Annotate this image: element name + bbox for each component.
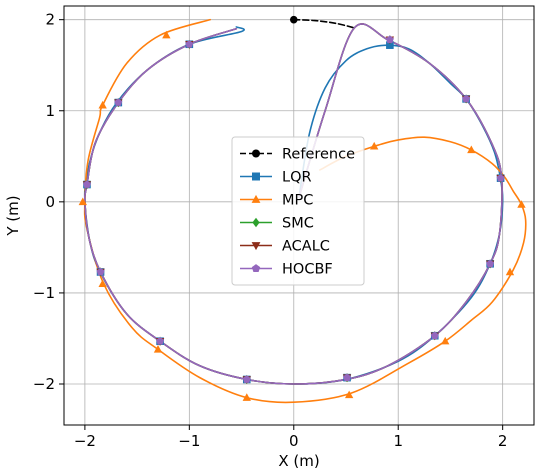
- triangle-marker: [467, 145, 476, 154]
- pentagon-marker: [185, 40, 194, 48]
- triangle-marker: [251, 194, 261, 203]
- y-tick-label: 2: [45, 11, 55, 29]
- pentagon-marker: [343, 373, 352, 382]
- pentagon-marker: [251, 264, 261, 273]
- y-tick-label: −1: [33, 284, 55, 302]
- y-tick-label: 1: [45, 102, 55, 120]
- legend: Reference LQR MPC SMC ACALC HOCBF: [231, 136, 365, 286]
- triangle-down-marker: [251, 242, 261, 251]
- plot-frame: [63, 5, 535, 426]
- series-line-hocbf: [84, 23, 503, 385]
- legend-label-hocbf: HOCBF: [282, 262, 333, 278]
- pentagon-marker: [462, 94, 471, 103]
- legend-label-lqr: LQR: [282, 170, 312, 186]
- diamond-marker: [252, 217, 260, 228]
- pentagon-marker: [385, 35, 394, 44]
- square-marker: [386, 41, 394, 49]
- x-tick-label: 2: [498, 432, 508, 450]
- pentagon-marker: [242, 375, 251, 383]
- pentagon-marker: [430, 331, 439, 340]
- pentagon-marker: [96, 267, 105, 276]
- triangle-marker: [98, 279, 107, 288]
- legend-box: [231, 136, 365, 286]
- legend-label-smc: SMC: [282, 216, 314, 232]
- legend-label-reference: Reference: [282, 147, 355, 163]
- x-tick-label: 0: [289, 432, 299, 450]
- triangle-marker: [517, 200, 526, 208]
- series-lines: [83, 18, 527, 404]
- triangle-marker: [162, 30, 171, 39]
- pentagon-marker: [496, 173, 505, 182]
- y-tick-label: 0: [45, 193, 55, 211]
- pentagon-marker: [114, 98, 123, 106]
- triangle-marker: [98, 100, 107, 109]
- pentagon-marker: [486, 259, 495, 268]
- circle-marker: [289, 15, 298, 24]
- x-tick-label: 1: [393, 432, 403, 450]
- pentagon-marker: [83, 180, 91, 188]
- triangle-marker: [370, 141, 379, 150]
- triangle-marker: [505, 267, 515, 276]
- series-line-reference: [292, 18, 356, 29]
- x-tick-label: −1: [178, 432, 200, 450]
- series-markers: [78, 15, 526, 401]
- x-tick-label: −2: [74, 432, 96, 450]
- legend-label-acalc: ACALC: [282, 239, 330, 255]
- triangle-marker: [344, 390, 354, 399]
- triangle-marker: [78, 197, 87, 206]
- axis-ticks: −2 −1 0 1 2 −2 −1 0 1 2: [33, 11, 508, 450]
- triangle-marker: [153, 345, 163, 353]
- y-axis-label: Y (m): [4, 195, 22, 236]
- triangle-marker: [242, 393, 251, 401]
- square-marker: [252, 172, 260, 181]
- pentagon-marker: [156, 337, 165, 345]
- triangle-marker: [441, 336, 450, 345]
- circle-marker: [252, 149, 260, 158]
- legend-label-mpc: MPC: [282, 193, 313, 209]
- x-axis-label: X (m): [278, 452, 319, 469]
- y-tick-label: −2: [33, 375, 55, 393]
